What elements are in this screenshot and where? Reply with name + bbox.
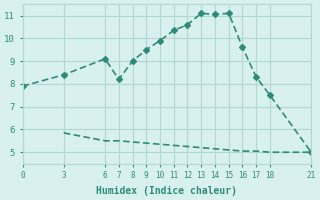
X-axis label: Humidex (Indice chaleur): Humidex (Indice chaleur) bbox=[96, 186, 237, 196]
